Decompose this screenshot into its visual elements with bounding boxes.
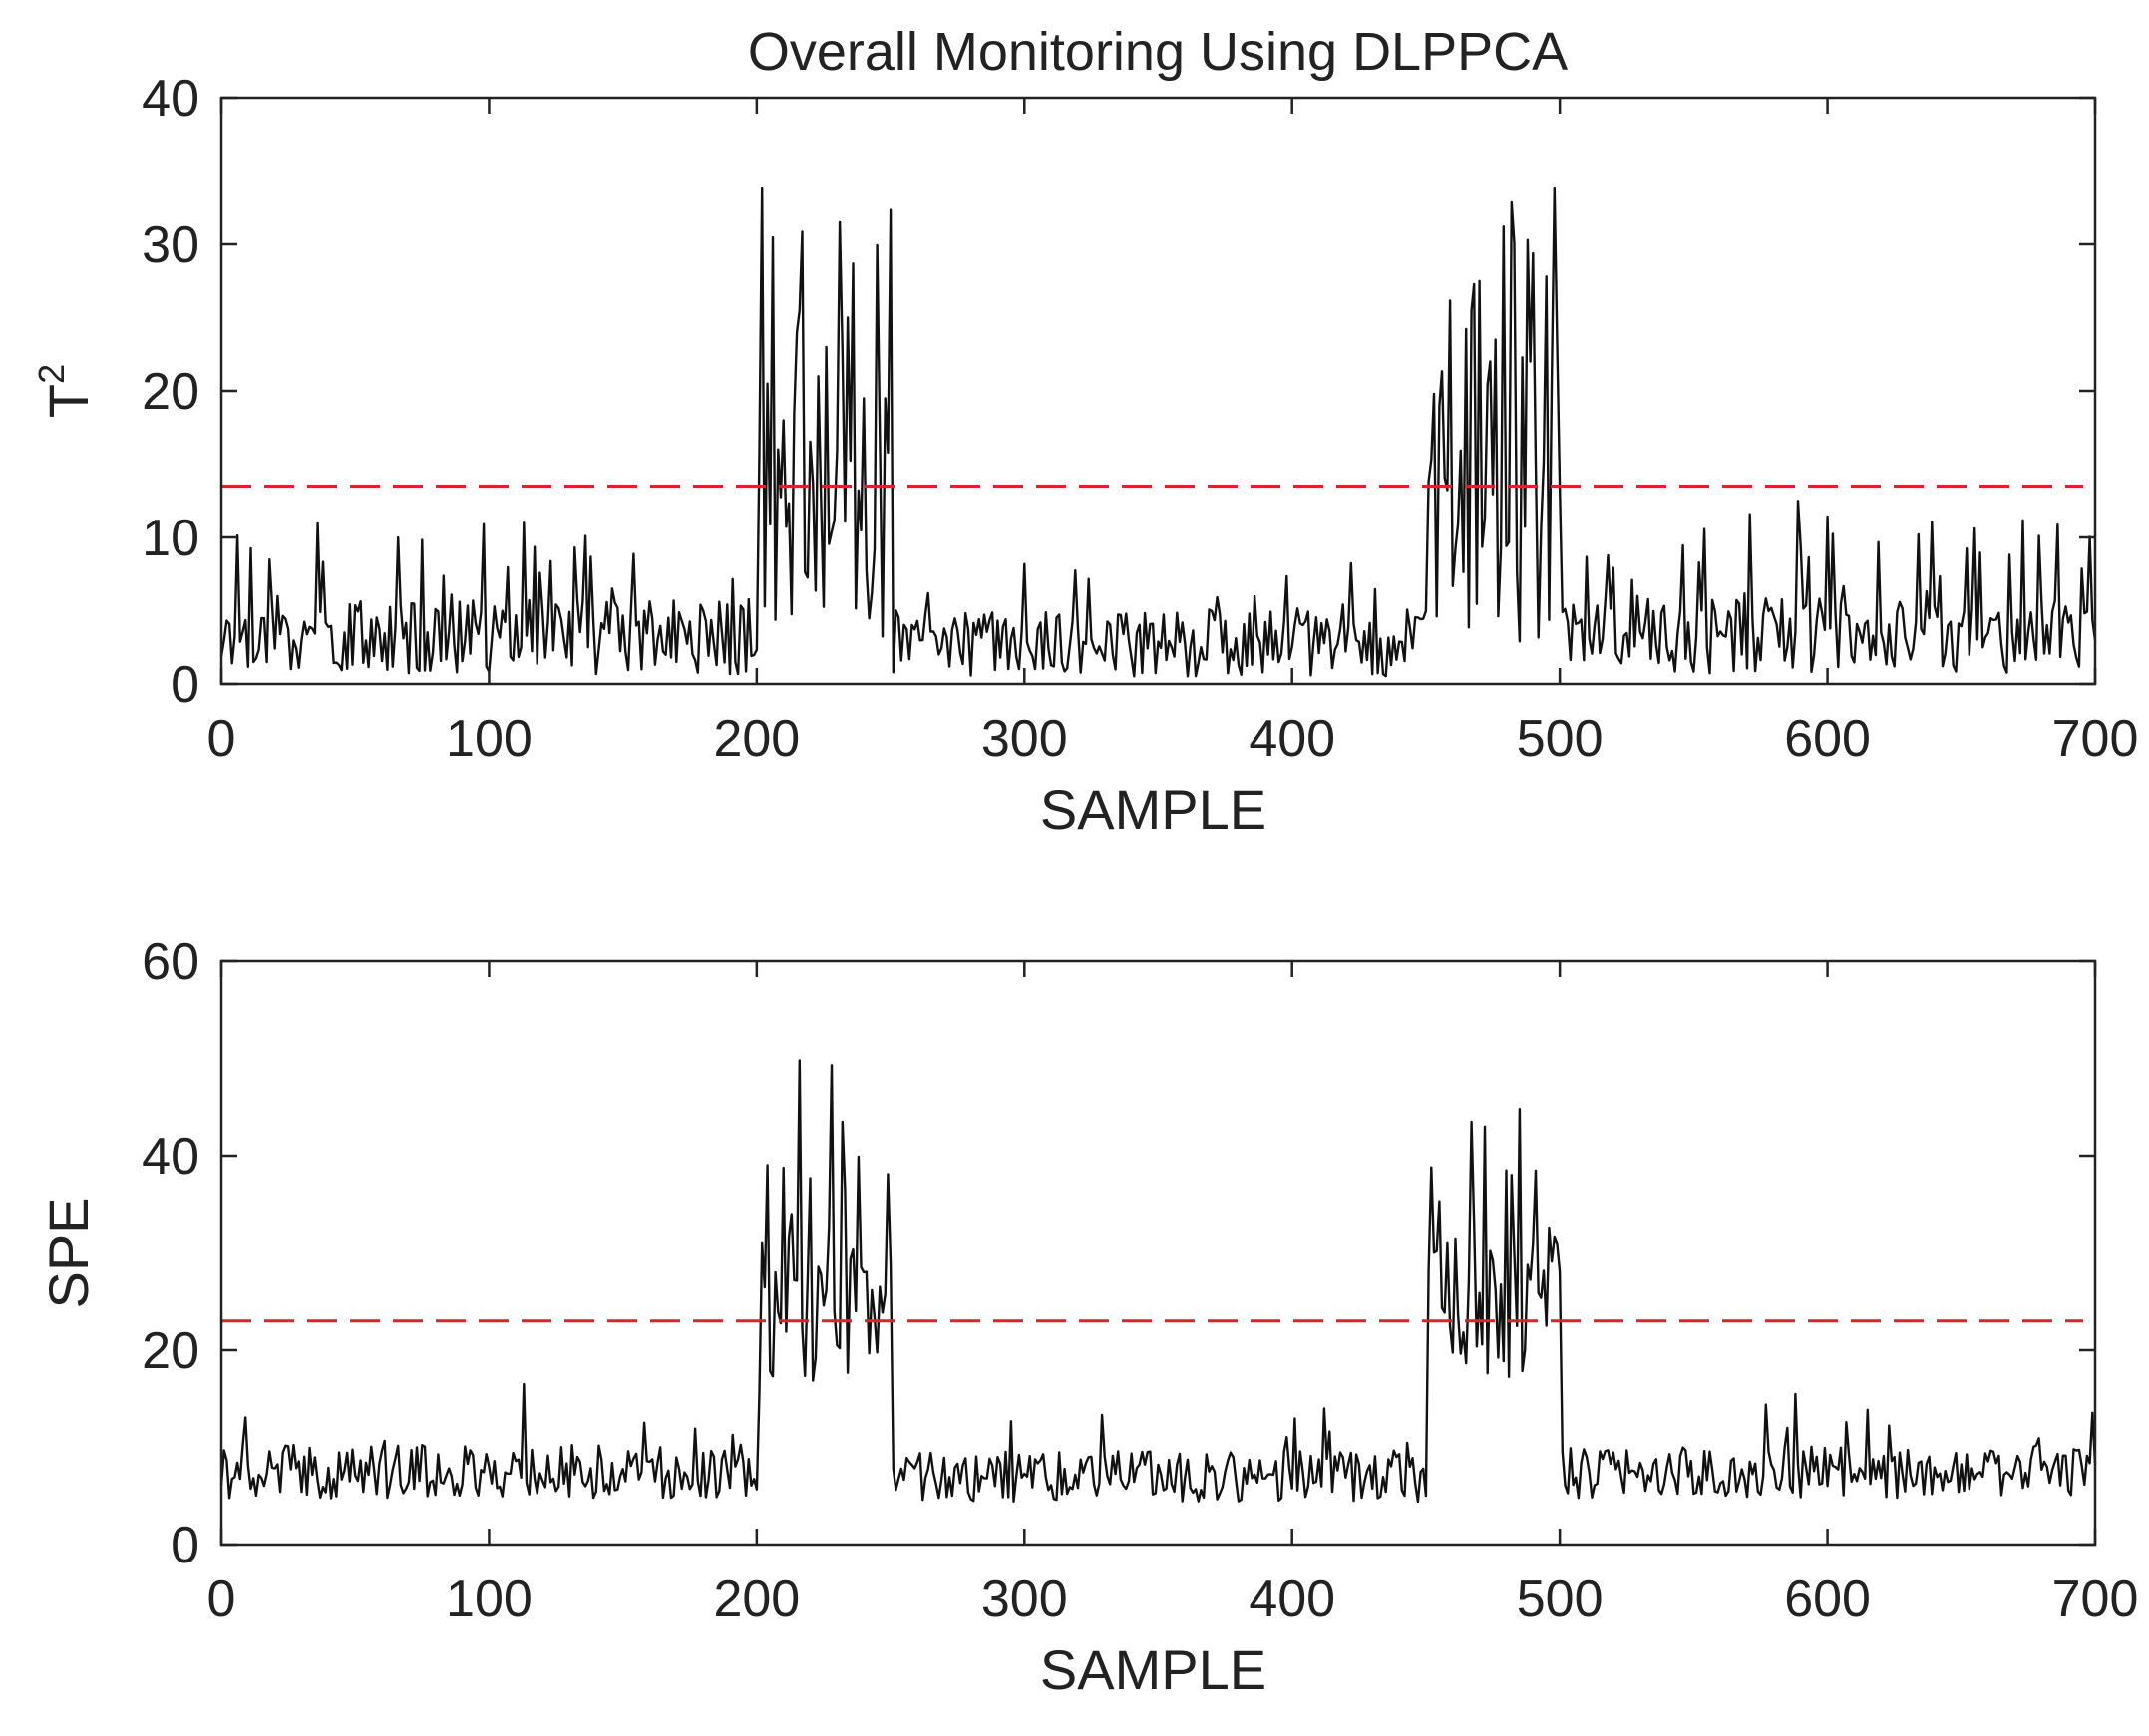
t2-plot: 0 100 200 300 400 500 600 700 0 10 20 30 40 SAMPLE T2 bbox=[31, 70, 2138, 841]
t2-y-tick-label: 0 bbox=[171, 656, 199, 714]
spe-x-tick-label: 200 bbox=[713, 1570, 800, 1628]
spe-x-tick-label: 300 bbox=[981, 1570, 1068, 1628]
spe-x-tick-label: 600 bbox=[1784, 1570, 1871, 1628]
spe-x-tick-label: 400 bbox=[1249, 1570, 1335, 1628]
spe-y-tick-label: 60 bbox=[142, 933, 199, 991]
spe-y-tick-label: 40 bbox=[142, 1128, 199, 1186]
t2-x-tick-label: 400 bbox=[1249, 710, 1335, 768]
spe-x-tick-label: 500 bbox=[1517, 1570, 1604, 1628]
t2-series-line bbox=[219, 186, 2097, 678]
spe-x-axis-label: SAMPLE bbox=[1040, 1638, 1266, 1701]
t2-x-tick-label: 100 bbox=[446, 710, 533, 768]
t2-x-tick-label: 0 bbox=[207, 710, 236, 768]
t2-y-tick-label: 30 bbox=[142, 216, 199, 274]
spe-x-tick-label: 0 bbox=[207, 1570, 236, 1628]
t2-y-axis-label-superscript: 2 bbox=[31, 364, 72, 384]
t2-y-axis-label: T2 bbox=[31, 364, 100, 418]
t2-y-axis-label-text: T bbox=[37, 384, 100, 418]
spe-x-tick-label: 100 bbox=[446, 1570, 533, 1628]
t2-y-tick-label: 40 bbox=[142, 70, 199, 128]
t2-x-tick-label: 300 bbox=[981, 710, 1068, 768]
spe-plot: 0 100 200 300 400 500 600 700 0 20 40 60 SAMPLE SPE bbox=[37, 933, 2138, 1701]
spe-x-tick-label: 700 bbox=[2052, 1570, 2139, 1628]
spe-y-tick-label: 20 bbox=[142, 1322, 199, 1380]
spe-series-line bbox=[219, 1059, 2097, 1504]
t2-x-tick-label: 600 bbox=[1784, 710, 1871, 768]
t2-x-tick-label: 200 bbox=[713, 710, 800, 768]
t2-x-axis-label: SAMPLE bbox=[1040, 778, 1266, 841]
t2-y-tick-label: 20 bbox=[142, 363, 199, 421]
spe-y-axis-label-text: SPE bbox=[37, 1197, 100, 1308]
spe-y-tick-label: 0 bbox=[171, 1517, 199, 1574]
t2-axes-box bbox=[219, 96, 2097, 686]
spe-axes-box bbox=[219, 959, 2097, 1547]
t2-x-tick-label: 700 bbox=[2052, 710, 2139, 768]
spe-y-axis-label: SPE bbox=[37, 1197, 100, 1308]
t2-x-tick-label: 500 bbox=[1517, 710, 1604, 768]
chart-title: Overall Monitoring Using DLPPCA bbox=[748, 22, 1568, 82]
t2-y-tick-label: 10 bbox=[142, 510, 199, 567]
